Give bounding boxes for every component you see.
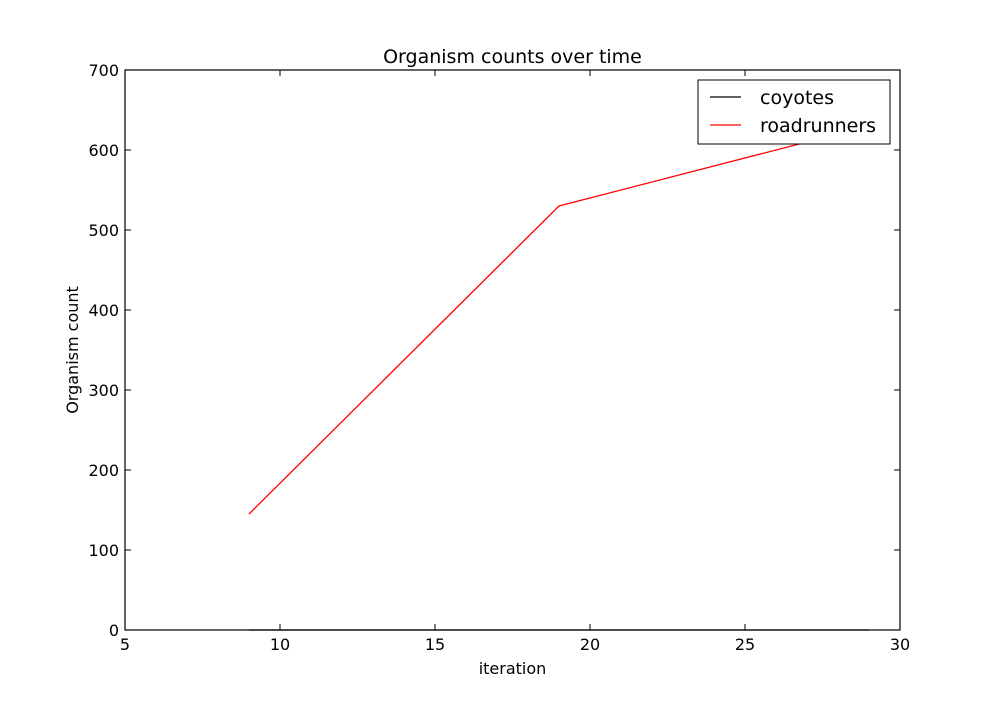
x-tick-label: 30 — [890, 635, 910, 654]
x-tick-label: 5 — [120, 635, 130, 654]
legend-box — [697, 79, 891, 145]
x-tick-label: 20 — [580, 635, 600, 654]
y-tick-label: 700 — [88, 61, 119, 80]
series-line-roadrunners — [248, 125, 870, 515]
y-tick-label: 200 — [88, 461, 119, 480]
legend-label-roadrunners: roadrunners — [760, 115, 876, 137]
y-axis-label: Organism count — [63, 286, 82, 414]
y-tick-label: 500 — [88, 221, 119, 240]
plot-frame — [124, 69, 901, 631]
y-tick-label: 400 — [88, 301, 119, 320]
x-tick-label: 10 — [270, 635, 290, 654]
x-tick-label: 25 — [735, 635, 755, 654]
legend: coyotes roadrunners — [697, 79, 891, 145]
y-tick-label: 0 — [109, 621, 119, 640]
y-tick-label: 600 — [88, 141, 119, 160]
x-tick-label: 15 — [425, 635, 445, 654]
y-tick-label: 300 — [88, 381, 119, 400]
legend-label-coyotes: coyotes — [760, 87, 834, 109]
plot-area — [124, 69, 901, 631]
x-axis-label: iteration — [479, 659, 547, 678]
chart-title: Organism counts over time — [383, 46, 642, 68]
y-tick-label: 100 — [88, 541, 119, 560]
